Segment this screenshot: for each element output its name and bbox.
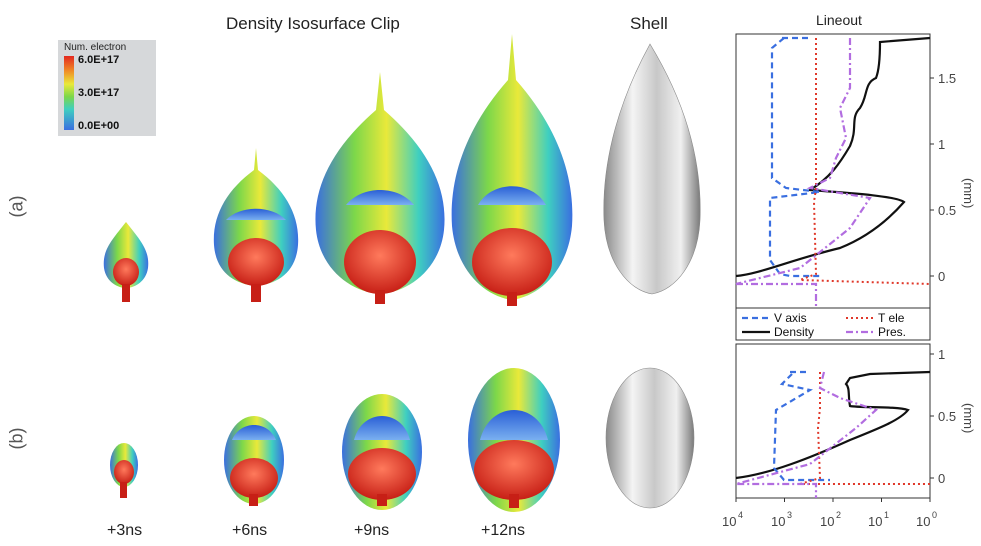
iso-a-3ns <box>103 222 149 302</box>
xtick-exp-3: 1 <box>884 510 889 520</box>
time-label-9ns: +9ns <box>354 522 390 539</box>
xtick-exp-2: 2 <box>836 510 841 520</box>
isosurface-renderings <box>103 34 701 512</box>
tele-curve-top <box>799 38 931 285</box>
iso-b-12ns <box>468 368 560 512</box>
xtick-base-4: 10 <box>916 514 930 529</box>
legend-label-density: Density <box>774 325 814 339</box>
bottom-ytick-1: 1 <box>938 347 945 362</box>
iso-a-12ns <box>451 34 573 306</box>
colorbar-tick-min: 0.0E+00 <box>78 120 120 132</box>
xtick-base-0: 10 <box>722 514 736 529</box>
iso-a-6ns <box>213 148 299 302</box>
vaxis-curve-top <box>768 36 821 278</box>
xtick-exp-4: 0 <box>932 510 937 520</box>
colorbar-tick-mid: 3.0E+17 <box>78 87 120 99</box>
top-yunit: (mm) <box>961 178 976 208</box>
iso-b-6ns <box>224 416 284 506</box>
shell-b <box>605 367 695 509</box>
bottom-ytick-0: 0 <box>938 471 945 486</box>
legend-label-vaxis: V axis <box>774 311 807 325</box>
time-label-12ns: +12ns <box>481 522 526 539</box>
pres-curve-top <box>735 38 872 314</box>
top-ytick-0: 0 <box>938 269 945 284</box>
lineout-top-frame <box>735 33 931 315</box>
shell-title: Shell <box>630 14 668 33</box>
iso-b-9ns <box>342 394 422 510</box>
time-label-6ns: +6ns <box>232 522 268 539</box>
colorbar-gradient <box>64 56 74 130</box>
density-curve-bottom <box>735 370 931 480</box>
density-curve-top <box>735 36 931 278</box>
vaxis-curve-bottom <box>772 370 830 482</box>
top-ytick-0.5: 0.5 <box>938 203 956 218</box>
colorbar-panel: Num. electron 6.0E+17 3.0E+17 0.0E+00 <box>58 40 156 136</box>
iso-a-9ns <box>315 72 445 304</box>
xtick-base-3: 10 <box>868 514 882 529</box>
legend-label-tele: T ele <box>878 311 905 325</box>
time-label-3ns: +3ns <box>107 522 143 539</box>
main-title: Density Isosurface Clip <box>226 14 400 33</box>
colorbar-tick-max: 6.0E+17 <box>78 54 120 66</box>
bottom-ytick-0.5: 0.5 <box>938 409 956 424</box>
xtick-exp-1: 3 <box>787 510 792 520</box>
legend-label-pres: Pres. <box>878 325 906 339</box>
xtick-base-1: 10 <box>771 514 785 529</box>
tele-curve-bottom <box>799 372 930 485</box>
shell-a <box>603 43 701 295</box>
top-ytick-1.5: 1.5 <box>938 71 956 86</box>
iso-b-3ns <box>110 443 138 498</box>
lineout-bottom-frame <box>735 343 931 499</box>
lineout-plots: 1.5 1 0.5 0 (mm) V axis T ele Density Pr… <box>722 33 976 529</box>
xtick-base-2: 10 <box>820 514 834 529</box>
xtick-exp-0: 4 <box>738 510 743 520</box>
lineout-title: Lineout <box>816 12 862 28</box>
top-ytick-1: 1 <box>938 137 945 152</box>
lineout-legend <box>735 307 931 341</box>
bottom-yunit: (mm) <box>961 403 976 433</box>
colorbar-title: Num. electron <box>64 42 127 53</box>
